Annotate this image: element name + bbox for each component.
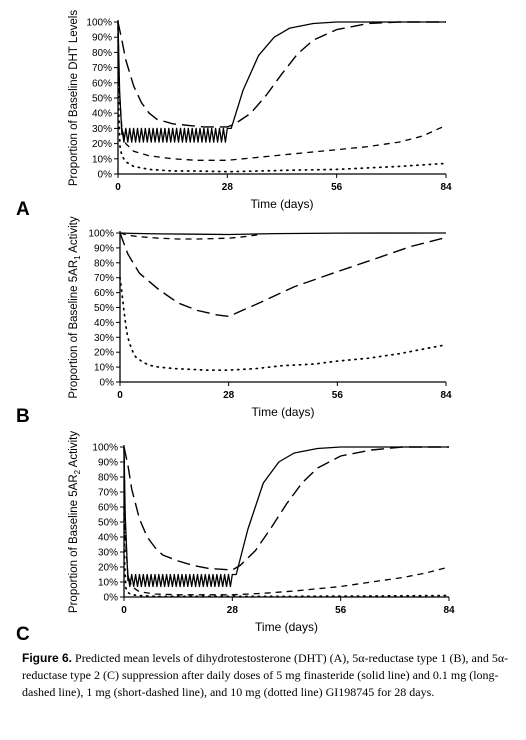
x-tick-label: 0 bbox=[121, 605, 127, 616]
x-tick-label: 84 bbox=[443, 605, 455, 616]
y-tick-label: 0% bbox=[104, 593, 119, 604]
series-line-solid bbox=[119, 232, 447, 236]
y-tick-label: 10% bbox=[92, 154, 112, 165]
series-line-dotted bbox=[123, 506, 450, 598]
y-tick-label: 0% bbox=[98, 170, 113, 181]
y-tick-label: 0% bbox=[100, 378, 115, 389]
y-tick-label: 80% bbox=[94, 258, 114, 269]
x-tick-label: 28 bbox=[223, 390, 235, 401]
x-tick-label: 28 bbox=[222, 182, 234, 193]
y-tick-label: 60% bbox=[92, 78, 112, 89]
y-tick-label: 90% bbox=[92, 33, 112, 44]
series-line-short-dash bbox=[123, 446, 450, 596]
y-tick-label: 80% bbox=[92, 48, 112, 59]
chart-panel-c: 0% 10% 20% 30% 40% 50% 60% 70% 80% 90% 100% 0 28 56 84… bbox=[16, 431, 455, 645]
panel-label: A bbox=[16, 199, 30, 220]
y-tick-label: 20% bbox=[92, 139, 112, 150]
y-axis-title: Proportion of Baseline 5AR2 Activity bbox=[68, 431, 82, 613]
series-line-dotted bbox=[117, 21, 447, 173]
y-tick-label: 50% bbox=[92, 94, 112, 105]
y-tick-label: 80% bbox=[98, 473, 118, 484]
chart-panel-a: 0% 10% 20% 30% 40% 50% 60% 70% 80% 90% 100% 0 28 56 84… bbox=[16, 10, 452, 220]
x-axis-title: Time (days) bbox=[251, 197, 314, 211]
series-line-short-dash bbox=[119, 232, 260, 240]
caption-text: Predicted mean levels of dihydrotestoste… bbox=[22, 651, 509, 699]
x-tick-label: 28 bbox=[227, 605, 239, 616]
y-tick-label: 50% bbox=[94, 303, 114, 314]
y-tick-label: 40% bbox=[92, 109, 112, 120]
series-line-long-dash bbox=[123, 446, 449, 571]
series-line-long-dash bbox=[119, 232, 447, 318]
y-tick-label: 100% bbox=[92, 443, 118, 454]
y-tick-label: 10% bbox=[94, 363, 114, 374]
figure-label: Figure 6. bbox=[22, 651, 73, 665]
series-line-solid bbox=[117, 21, 446, 143]
y-axis-title: Proportion of Baseline DHT Levels bbox=[68, 10, 80, 186]
chart-panel-b: 0% 10% 20% 30% 40% 50% 60% 70% 80% 90% 100% 0 28 56 84… bbox=[16, 216, 452, 427]
y-axis-title: Proportion of Baseline 5AR1 Activity bbox=[68, 216, 82, 398]
y-tick-label: 70% bbox=[92, 63, 112, 74]
y-tick-label: 70% bbox=[98, 488, 118, 499]
x-tick-label: 56 bbox=[331, 182, 343, 193]
y-tick-label: 10% bbox=[98, 578, 118, 589]
x-tick-label: 56 bbox=[332, 390, 344, 401]
y-tick-label: 60% bbox=[94, 288, 114, 299]
figure-caption: Figure 6. Predicted mean levels of dihyd… bbox=[22, 650, 512, 701]
panel-label: C bbox=[16, 624, 30, 645]
series-line-long-dash bbox=[117, 21, 446, 128]
y-tick-label: 90% bbox=[98, 458, 118, 469]
y-tick-label: 30% bbox=[98, 548, 118, 559]
y-tick-label: 100% bbox=[86, 18, 112, 29]
series-line-solid bbox=[123, 446, 449, 588]
x-axis-title: Time (days) bbox=[255, 620, 318, 634]
y-tick-label: 40% bbox=[98, 533, 118, 544]
y-tick-label: 40% bbox=[94, 318, 114, 329]
y-tick-label: 20% bbox=[94, 348, 114, 359]
x-axis-title: Time (days) bbox=[252, 405, 315, 419]
series-line-dotted bbox=[119, 276, 447, 371]
y-tick-label: 100% bbox=[88, 229, 114, 240]
x-tick-label: 56 bbox=[335, 605, 347, 616]
y-tick-label: 20% bbox=[98, 563, 118, 574]
y-tick-label: 70% bbox=[94, 273, 114, 284]
y-tick-label: 30% bbox=[92, 124, 112, 135]
x-tick-label: 0 bbox=[117, 390, 123, 401]
panel-label: B bbox=[16, 406, 30, 427]
y-tick-label: 30% bbox=[94, 333, 114, 344]
y-tick-label: 50% bbox=[98, 518, 118, 529]
x-tick-label: 0 bbox=[115, 182, 121, 193]
series-line-short-dash bbox=[117, 21, 447, 161]
x-tick-label: 84 bbox=[440, 182, 452, 193]
y-tick-label: 60% bbox=[98, 503, 118, 514]
y-tick-label: 90% bbox=[94, 243, 114, 254]
x-tick-label: 84 bbox=[440, 390, 452, 401]
